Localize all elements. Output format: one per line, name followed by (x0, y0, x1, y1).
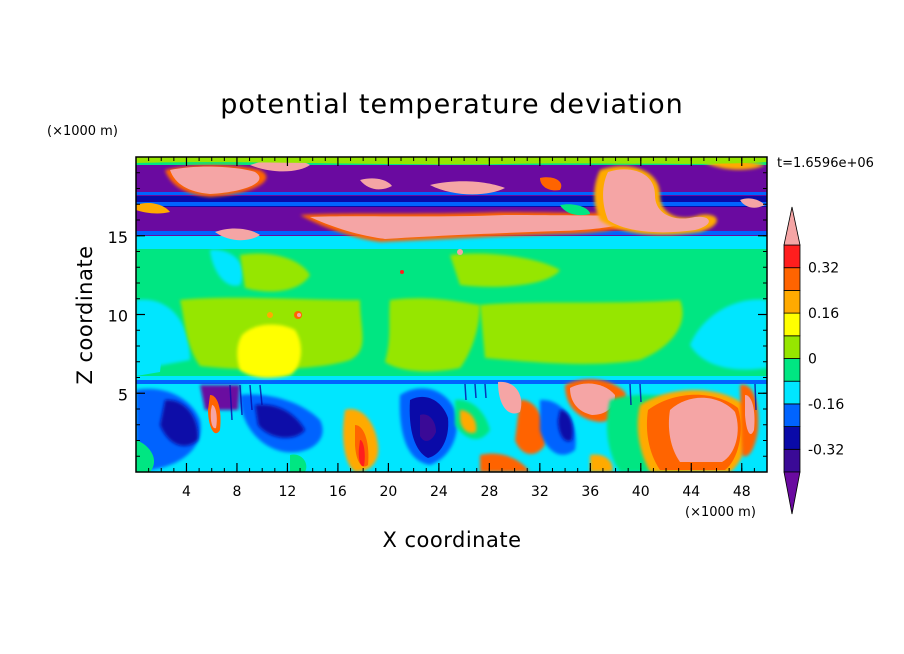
x-axis: 4 8 12 16 20 24 28 32 36 40 44 48 (148, 157, 755, 500)
x-tick-label: 28 (480, 484, 498, 500)
time-label: t=1.6596e+06 (777, 156, 874, 171)
x-tick-label: 48 (733, 484, 751, 500)
contour-field (136, 157, 767, 472)
y-axis-label: Z coordinate (73, 245, 97, 384)
colorbar-over-triangle (783, 206, 801, 246)
colorbar-swatch (783, 448, 801, 473)
colorbar-tick-label: 0.16 (808, 306, 839, 322)
y-unit-label: (×1000 m) (47, 124, 118, 139)
colorbar-tick-label: -0.16 (808, 397, 844, 413)
colorbar-tick-label: 0 (808, 352, 817, 368)
colorbar-tick-label: 0.32 (808, 261, 839, 277)
x-tick-label: 12 (279, 484, 297, 500)
x-tick-label: 16 (329, 484, 347, 500)
x-tick-label: 36 (581, 484, 599, 500)
y-tick-label: 15 (108, 228, 128, 247)
colorbar-swatch (783, 358, 801, 382)
colorbar-swatch (783, 335, 801, 359)
colorbar: 0.32 0.16 0 -0.16 -0.32 (783, 206, 844, 515)
x-tick-label: 40 (632, 484, 650, 500)
colorbar-under-triangle (783, 471, 801, 515)
y-tick-label: 10 (108, 307, 128, 326)
colorbar-swatch (783, 426, 801, 450)
x-tick-label: 20 (379, 484, 397, 500)
x-tick-label: 44 (682, 484, 700, 500)
chart-title: potential temperature deviation (220, 89, 683, 120)
x-axis-label: X coordinate (382, 528, 521, 552)
striations (229, 383, 757, 421)
x-tick-label: 32 (531, 484, 549, 500)
colorbar-swatch (783, 289, 801, 314)
x-tick-label: 4 (182, 484, 191, 500)
colorbar-tick-label: -0.32 (808, 442, 844, 458)
colorbar-swatch (783, 380, 801, 405)
x-tick-label: 24 (430, 484, 448, 500)
y-axis: 5 10 15 (108, 172, 767, 457)
colorbar-swatch (783, 312, 801, 337)
colorbar-swatch (783, 403, 801, 427)
band-cyan-top (136, 235, 767, 249)
x-tick-label: 8 (232, 484, 241, 500)
colorbar-swatch (783, 244, 801, 269)
y-tick-label: 5 (118, 385, 128, 404)
colorbar-swatch (783, 267, 801, 291)
x-unit-label: (×1000 m) (685, 505, 756, 520)
